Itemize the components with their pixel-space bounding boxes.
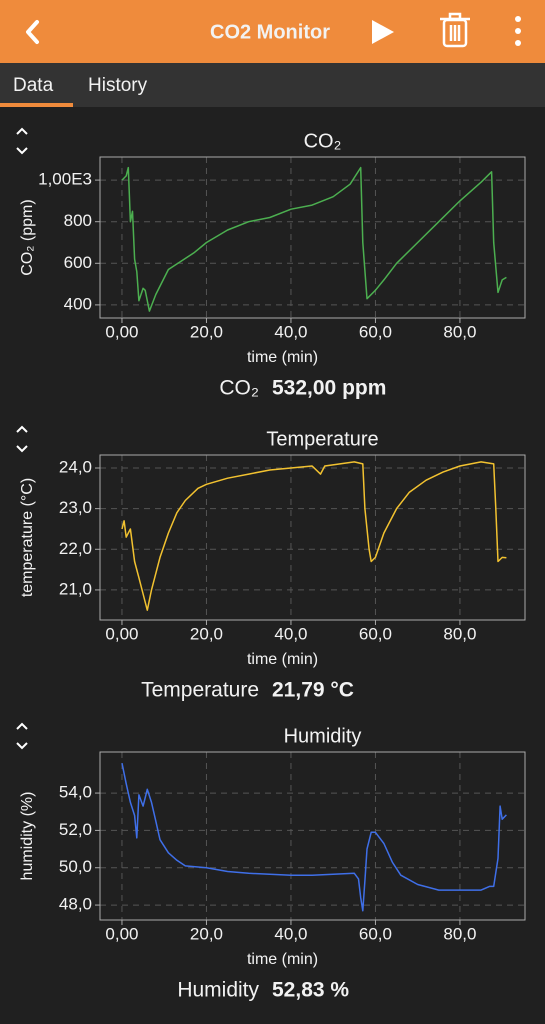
delete-button[interactable] xyxy=(440,12,470,48)
y-tick-label: 52,0 xyxy=(59,820,92,839)
y-tick-label: 800 xyxy=(64,211,92,230)
x-tick-label: 80,0 xyxy=(443,624,476,643)
y-tick-label: 400 xyxy=(64,294,92,313)
x-tick-label: 20,0 xyxy=(190,924,223,943)
y-tick-label: 48,0 xyxy=(59,895,92,914)
y-tick-label: 1,00E3 xyxy=(38,170,92,189)
data-line xyxy=(121,166,507,312)
data-line xyxy=(121,763,507,912)
x-tick-label: 60,0 xyxy=(359,322,392,341)
x-axis-label: time (min) xyxy=(247,349,318,366)
x-tick-label: 40,0 xyxy=(274,624,307,643)
x-axis-label: time (min) xyxy=(247,951,318,968)
x-tick-label: 0,00 xyxy=(105,322,138,341)
y-tick-label: 24,0 xyxy=(59,457,92,476)
readout-label: Humidity xyxy=(177,979,259,1002)
x-tick-label: 80,0 xyxy=(443,924,476,943)
tab-bar xyxy=(0,63,545,107)
y-tick-label: 50,0 xyxy=(59,857,92,876)
readout-value: 532,00 ppm xyxy=(272,377,386,400)
menu-button[interactable] xyxy=(515,16,521,46)
collapse-toggle[interactable] xyxy=(16,445,28,453)
y-axis-label: humidity (%) xyxy=(19,792,36,881)
chart-title: Temperature xyxy=(266,428,378,450)
x-tick-label: 60,0 xyxy=(359,624,392,643)
x-axis-label: time (min) xyxy=(247,651,318,668)
play-button[interactable] xyxy=(372,20,394,44)
y-tick-label: 23,0 xyxy=(59,498,92,517)
collapse-toggle[interactable] xyxy=(16,742,28,750)
data-line xyxy=(121,461,507,611)
y-axis-label: CO₂ (ppm) xyxy=(19,199,36,275)
plot-frame xyxy=(99,751,526,921)
chart-title: CO₂ xyxy=(304,130,342,152)
collapse-toggle[interactable] xyxy=(16,147,28,155)
readout-value: 52,83 % xyxy=(272,979,349,1002)
y-tick-label: 54,0 xyxy=(59,783,92,802)
plot-frame xyxy=(99,156,526,319)
tab[interactable]: Data xyxy=(13,75,54,96)
y-tick-label: 21,0 xyxy=(59,579,92,598)
y-tick-label: 22,0 xyxy=(59,539,92,558)
back-button[interactable] xyxy=(26,20,39,44)
x-tick-label: 20,0 xyxy=(190,322,223,341)
collapse-toggle[interactable] xyxy=(16,127,28,135)
collapse-toggle[interactable] xyxy=(16,722,28,730)
x-tick-label: 20,0 xyxy=(190,624,223,643)
x-tick-label: 0,00 xyxy=(105,924,138,943)
y-axis-label: temperature (°C) xyxy=(19,478,36,597)
y-tick-label: 600 xyxy=(64,253,92,272)
chart-title: Humidity xyxy=(284,725,362,747)
collapse-toggle[interactable] xyxy=(16,425,28,433)
readout-value: 21,79 °C xyxy=(272,679,354,702)
x-tick-label: 40,0 xyxy=(274,924,307,943)
x-tick-label: 0,00 xyxy=(105,624,138,643)
tab-indicator xyxy=(0,103,73,107)
readout-label: Temperature xyxy=(141,679,259,702)
x-tick-label: 80,0 xyxy=(443,322,476,341)
tab[interactable]: History xyxy=(88,75,148,96)
x-tick-label: 40,0 xyxy=(274,322,307,341)
x-tick-label: 60,0 xyxy=(359,924,392,943)
readout-label: CO₂ xyxy=(219,377,259,400)
app-title: CO2 Monitor xyxy=(210,21,330,43)
plot-frame xyxy=(99,454,526,621)
